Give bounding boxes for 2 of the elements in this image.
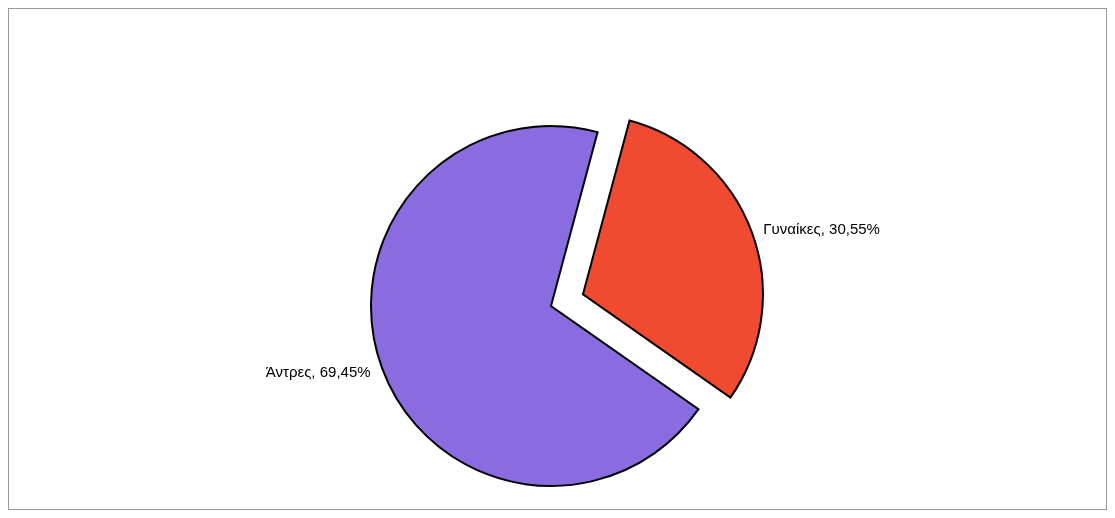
slice-label: Άντρες, 69,45% bbox=[265, 363, 371, 381]
slice-label: Γυναίκες, 30,55% bbox=[763, 220, 880, 238]
